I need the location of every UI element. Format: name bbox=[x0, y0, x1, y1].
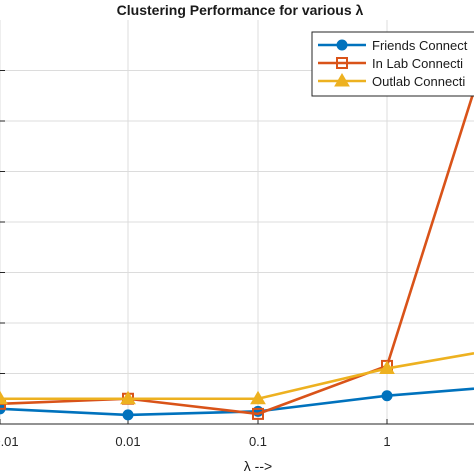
x-tick-label: 0.1 bbox=[249, 434, 267, 449]
data-point bbox=[379, 360, 395, 374]
x-tick-label: 0.01 bbox=[115, 434, 140, 449]
data-point bbox=[122, 409, 134, 421]
x-axis-label: λ --> bbox=[244, 458, 272, 474]
x-tick-label: 0.01 bbox=[0, 434, 19, 449]
x-axis-ticks: 0.01 0.01 0.1 1 bbox=[0, 419, 391, 449]
data-point bbox=[120, 390, 136, 405]
legend-label: Outlab Connecti bbox=[372, 74, 465, 89]
data-point bbox=[252, 407, 264, 420]
data-point bbox=[0, 390, 8, 405]
legend-marker bbox=[336, 57, 348, 69]
legend: Friends Connect In Lab Connecti Outlab Con… bbox=[311, 31, 474, 97]
legend-item: Outlab Connecti bbox=[318, 73, 465, 89]
data-point bbox=[381, 390, 393, 402]
x-tick-label: 1 bbox=[383, 434, 390, 449]
legend-label: In Lab Connecti bbox=[372, 56, 463, 71]
legend-item: Friends Connect bbox=[318, 38, 468, 53]
legend-marker bbox=[334, 73, 350, 87]
series-line bbox=[0, 90, 474, 416]
series-3 bbox=[0, 352, 474, 405]
legend-item: In Lab Connecti bbox=[318, 56, 463, 71]
chart-title: Clustering Performance for various λ bbox=[117, 2, 364, 18]
data-point bbox=[250, 390, 266, 405]
legend-marker bbox=[336, 39, 348, 51]
series-lines bbox=[0, 90, 474, 421]
legend-label: Friends Connect bbox=[372, 38, 468, 53]
